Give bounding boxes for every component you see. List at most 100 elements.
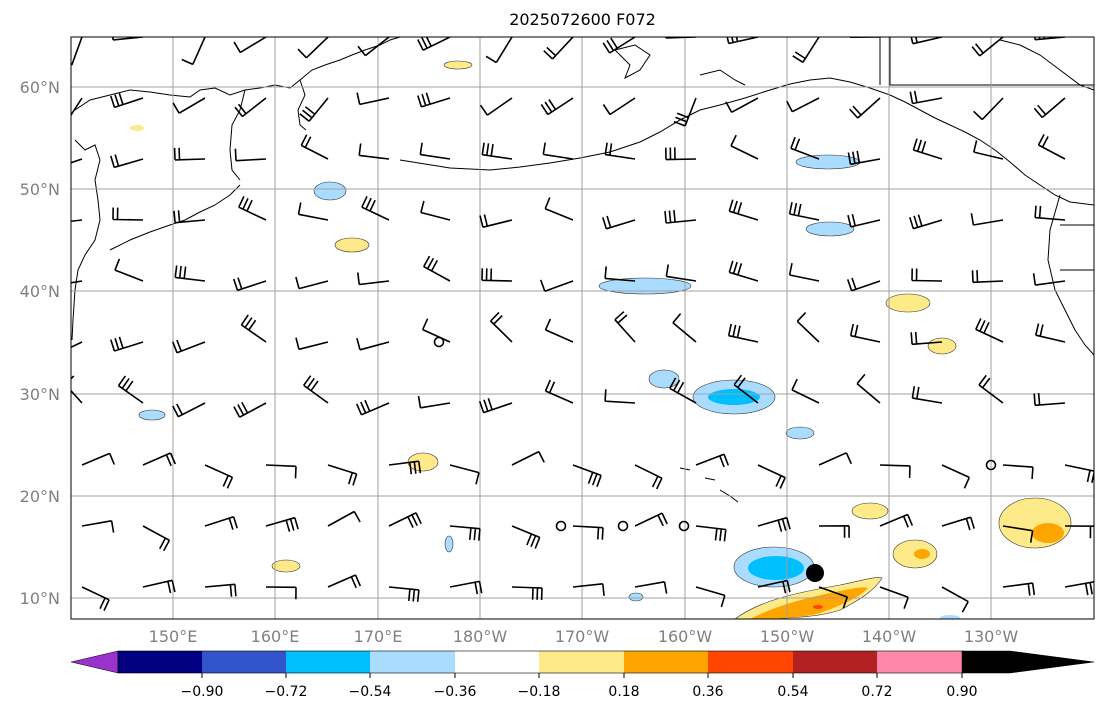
colorbar-extend-low xyxy=(70,650,119,674)
wind-barb xyxy=(978,374,1004,404)
wind-barb xyxy=(1034,205,1066,221)
wind-barb xyxy=(818,452,853,466)
wind-barb xyxy=(791,378,820,404)
wind-barb xyxy=(971,270,1004,284)
wind-barb xyxy=(665,147,697,161)
wind-barb xyxy=(544,379,574,404)
wind-barb xyxy=(234,148,267,162)
wind-barb xyxy=(181,37,206,66)
wind-barb xyxy=(485,37,513,64)
lat-label: 40°N xyxy=(20,282,60,301)
wind-barb xyxy=(1033,392,1066,407)
wind-barb xyxy=(356,92,390,106)
wind-barb xyxy=(295,337,329,351)
colorbar-segment xyxy=(539,651,625,673)
wind-barb xyxy=(356,337,390,351)
wind-barb xyxy=(110,154,144,169)
wind-barb xyxy=(114,258,144,282)
wind-barb xyxy=(941,586,969,613)
wind-barb xyxy=(543,37,574,60)
colorbar-segment xyxy=(455,651,540,673)
wind-barb xyxy=(975,318,1004,343)
wind-barb xyxy=(733,374,759,404)
wind-barb xyxy=(71,158,83,164)
lon-label: 150°E xyxy=(149,627,198,646)
wind-barb xyxy=(417,37,451,51)
wind-barb xyxy=(265,464,297,479)
wind-barb xyxy=(81,452,116,466)
colorbar-tick-label: −0.54 xyxy=(349,684,392,700)
colorbar-segment xyxy=(793,651,878,673)
wind-barb xyxy=(669,377,697,404)
wind-barb xyxy=(572,583,605,596)
wind-barb xyxy=(357,37,390,57)
wind-barb xyxy=(665,37,697,39)
wind-barb xyxy=(355,399,390,416)
colorbar-segment xyxy=(202,651,287,673)
lon-label: 130°W xyxy=(964,627,1019,646)
wind-barb xyxy=(1064,464,1094,483)
wind-barb xyxy=(847,150,881,166)
plot-frame xyxy=(70,36,1095,620)
calm-wind-circles xyxy=(433,336,997,532)
wind-barb xyxy=(726,37,759,45)
wind-barb xyxy=(71,219,83,223)
wind-barb xyxy=(910,37,943,45)
wind-barb xyxy=(481,268,513,282)
wind-barb xyxy=(879,513,914,528)
wind-barb xyxy=(602,97,636,116)
wind-barb xyxy=(856,373,881,404)
wind-barb xyxy=(941,516,975,531)
wind-barb xyxy=(602,215,636,230)
wind-barb xyxy=(511,586,543,601)
wind-barb xyxy=(604,389,636,404)
wind-barb xyxy=(1032,273,1066,286)
colorbar-segment xyxy=(624,651,709,673)
wind-barb xyxy=(1064,580,1094,596)
wind-barb xyxy=(71,280,83,284)
wind-barb xyxy=(297,202,329,221)
lat-label: 30°N xyxy=(20,385,60,404)
wind-barb xyxy=(71,37,83,66)
wind-barb xyxy=(171,339,206,354)
colorbar-tick-label: −0.18 xyxy=(518,684,561,700)
wind-barb xyxy=(172,97,206,114)
wind-barb xyxy=(327,574,362,589)
wind-barb xyxy=(449,525,481,541)
wind-barb xyxy=(71,341,83,349)
wind-barb xyxy=(204,464,234,489)
wind-barb xyxy=(542,142,574,160)
wind-barb xyxy=(973,140,1004,160)
wind-barb xyxy=(490,311,513,343)
colorbar-segment xyxy=(877,651,963,673)
wind-barb xyxy=(544,197,574,221)
longitude-labels: 150°E 160°E 170°E 180°W 170°W 160°W 150°… xyxy=(149,627,1019,646)
colorbar-segment xyxy=(286,651,371,673)
wind-barb xyxy=(849,323,881,343)
wind-barb xyxy=(71,372,83,404)
wind-barb xyxy=(232,277,267,292)
wind-barb xyxy=(357,272,390,286)
wind-barb xyxy=(673,97,697,127)
wind-barb xyxy=(695,453,730,468)
wind-barb xyxy=(479,214,513,228)
wind-barb xyxy=(233,37,267,54)
wind-barb xyxy=(847,214,881,228)
colorbar-tick-label: 0.90 xyxy=(946,684,977,700)
wind-barb xyxy=(912,138,943,160)
wind-barb xyxy=(1037,134,1066,160)
wind-barb xyxy=(539,279,574,292)
latitude-labels: 60°N 50°N 40°N 30°N 20°N 10°N xyxy=(20,78,60,608)
wind-barb xyxy=(1002,464,1034,480)
colorbar: −0.90 −0.72 −0.54 −0.36 −0.18 0.18 0.36 … xyxy=(70,650,1095,700)
wind-barb xyxy=(388,460,422,475)
wind-barb xyxy=(511,525,541,549)
wind-barb xyxy=(478,398,513,414)
wind-barb xyxy=(665,264,697,282)
wind-barb xyxy=(540,97,574,116)
wind-barb xyxy=(327,464,358,486)
colorbar-tick-label: −0.90 xyxy=(181,684,224,700)
lon-label: 140°W xyxy=(862,627,917,646)
wind-barb xyxy=(240,314,267,343)
lon-label: 170°E xyxy=(354,627,403,646)
